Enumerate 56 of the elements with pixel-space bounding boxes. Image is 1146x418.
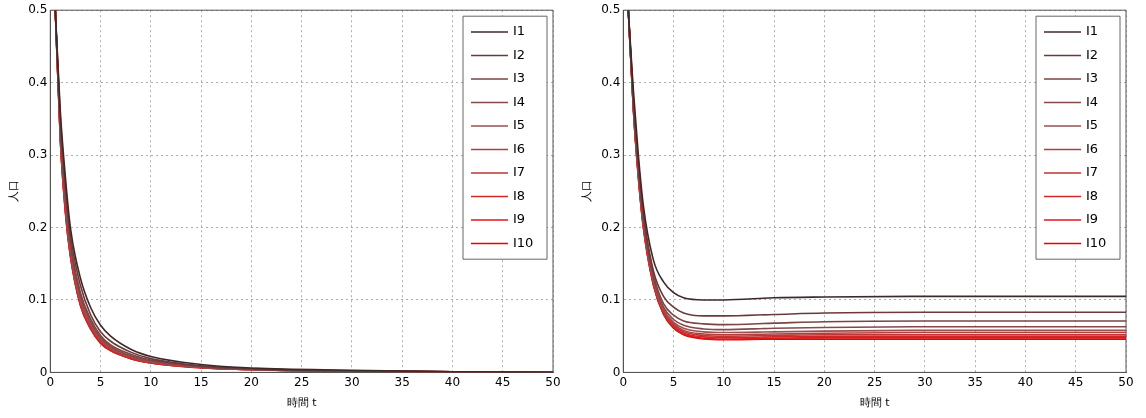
y-tick-label: 0 (39, 364, 48, 379)
x-tick-label: 35 (394, 374, 410, 389)
x-tick-label: 35 (967, 374, 983, 389)
legend-label: I5 (513, 117, 526, 133)
y-tick-label: 0.4 (601, 74, 621, 89)
y-tick-label: 0.5 (28, 2, 48, 17)
x-axis-title: 時間 t (859, 396, 891, 410)
x-tick-label: 40 (1017, 374, 1034, 389)
legend-label: I10 (513, 234, 534, 250)
legend-label: I7 (1086, 164, 1099, 180)
x-tick-label: 30 (917, 374, 933, 389)
legend-label: I8 (513, 187, 526, 203)
y-axis-title: 人口 (7, 180, 21, 203)
x-tick-label: 10 (716, 374, 732, 389)
y-tick-label: 0.1 (601, 292, 621, 307)
legend-label: I2 (513, 46, 526, 62)
legend-label: I4 (513, 93, 526, 109)
y-tick-label: 0.3 (28, 147, 48, 162)
x-tick-label: 15 (193, 374, 209, 389)
x-tick-label: 5 (96, 374, 105, 389)
x-tick-label: 40 (444, 374, 461, 389)
x-tick-label: 45 (495, 374, 511, 389)
x-tick-label: 25 (867, 374, 883, 389)
y-tick-label: 0.4 (28, 74, 48, 89)
legend-label: I1 (513, 23, 526, 39)
legend-label: I10 (1086, 234, 1107, 250)
x-tick-label: 10 (143, 374, 159, 389)
legend-label: I9 (513, 211, 526, 227)
legend-label: I1 (1086, 23, 1099, 39)
legend-label: I3 (513, 70, 526, 86)
y-tick-label: 0.1 (28, 292, 48, 307)
x-tick-label: 30 (344, 374, 360, 389)
x-tick-label: 5 (669, 374, 678, 389)
x-tick-label: 50 (1118, 374, 1134, 389)
x-tick-label: 45 (1068, 374, 1084, 389)
x-tick-label: 20 (816, 374, 833, 389)
y-tick-label: 0.3 (601, 147, 621, 162)
legend-label: I3 (1086, 70, 1099, 86)
y-tick-label: 0 (612, 364, 621, 379)
legend-label: I2 (1086, 46, 1099, 62)
y-tick-label: 0.5 (601, 2, 621, 17)
legend-label: I5 (1086, 117, 1099, 133)
y-axis-title: 人口 (580, 180, 594, 203)
x-tick-label: 15 (766, 374, 782, 389)
x-tick-label: 20 (243, 374, 260, 389)
legend-label: I6 (513, 140, 526, 156)
x-axis-title: 時間 t (286, 396, 318, 410)
legend-label: I4 (1086, 93, 1099, 109)
x-tick-label: 25 (294, 374, 310, 389)
legend-label: I9 (1086, 211, 1099, 227)
legend-label: I7 (513, 164, 526, 180)
legend-label: I6 (1086, 140, 1099, 156)
y-tick-label: 0.2 (601, 219, 621, 234)
y-tick-label: 0.2 (28, 219, 48, 234)
legend-label: I8 (1086, 187, 1099, 203)
x-tick-label: 50 (545, 374, 561, 389)
